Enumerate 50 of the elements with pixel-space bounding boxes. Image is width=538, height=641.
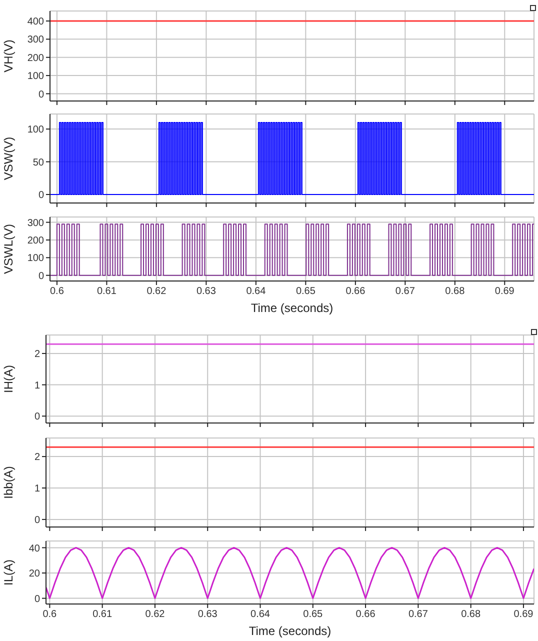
x-tick-label: 0.68 xyxy=(461,609,481,620)
y-tick-label: 0 xyxy=(38,89,44,100)
x-tick-label: 0.66 xyxy=(356,609,376,620)
x-tick-label: 0.61 xyxy=(96,286,117,298)
y-tick-label: 200 xyxy=(27,52,44,64)
y-tick-label: 400 xyxy=(27,16,44,28)
y-tick-label: 2 xyxy=(34,452,40,464)
line-series xyxy=(46,546,534,600)
y-axis-title: IH(A) xyxy=(1,365,16,393)
x-tick-label: 0.63 xyxy=(198,609,218,620)
y-tick-label: 0 xyxy=(34,594,40,605)
y-tick-label: 0 xyxy=(34,515,40,526)
y-tick-label: 300 xyxy=(27,34,44,46)
y-tick-label: 1 xyxy=(34,484,40,495)
y-tick-label: 40 xyxy=(28,543,40,554)
x-tick-label: 0.69 xyxy=(514,609,534,620)
y-tick-label: 2 xyxy=(34,349,40,360)
x-tick-label: 0.62 xyxy=(146,286,167,298)
y-axis-title: VSW(V) xyxy=(1,136,16,180)
y-axis-title: IL(A) xyxy=(1,559,16,586)
x-tick-label: 0.66 xyxy=(346,286,366,298)
y-tick-label: 0 xyxy=(38,270,44,282)
x-tick-label: 0.65 xyxy=(303,609,324,620)
y-tick-label: 300 xyxy=(27,218,44,229)
y-tick-label: 100 xyxy=(27,253,44,264)
x-tick-label: 0.6 xyxy=(50,286,64,298)
y-tick-label: 100 xyxy=(27,71,44,82)
x-tick-label: 0.61 xyxy=(92,609,112,620)
x-tick-label: 0.67 xyxy=(408,609,428,620)
x-tick-label: 0.62 xyxy=(145,609,166,620)
x-tick-label: 0.68 xyxy=(445,286,466,298)
x-tick-label: 0.65 xyxy=(296,286,316,298)
y-tick-label: 1 xyxy=(34,380,40,392)
x-axis-title: Time (seconds) xyxy=(248,624,332,638)
y-axis-title: VH(V) xyxy=(1,40,16,72)
y-tick-label: 0 xyxy=(34,412,40,423)
y-axis-title: Ibb(A) xyxy=(1,466,16,499)
x-tick-label: 0.64 xyxy=(246,286,266,298)
x-tick-label: 0.6 xyxy=(42,609,58,620)
x-tick-label: 0.64 xyxy=(250,609,270,620)
y-axis-title: VSWL(V) xyxy=(1,224,16,274)
y-tick-label: 20 xyxy=(28,568,40,580)
x-tick-label: 0.63 xyxy=(196,286,216,298)
y-tick-label: 50 xyxy=(32,157,44,168)
y-tick-label: 100 xyxy=(27,124,44,136)
x-tick-label: 0.69 xyxy=(494,286,515,298)
y-tick-label: 0 xyxy=(38,190,44,202)
y-tick-label: 200 xyxy=(27,236,44,247)
x-tick-label: 0.67 xyxy=(395,286,416,298)
x-axis-title: Time (seconds) xyxy=(250,301,334,315)
